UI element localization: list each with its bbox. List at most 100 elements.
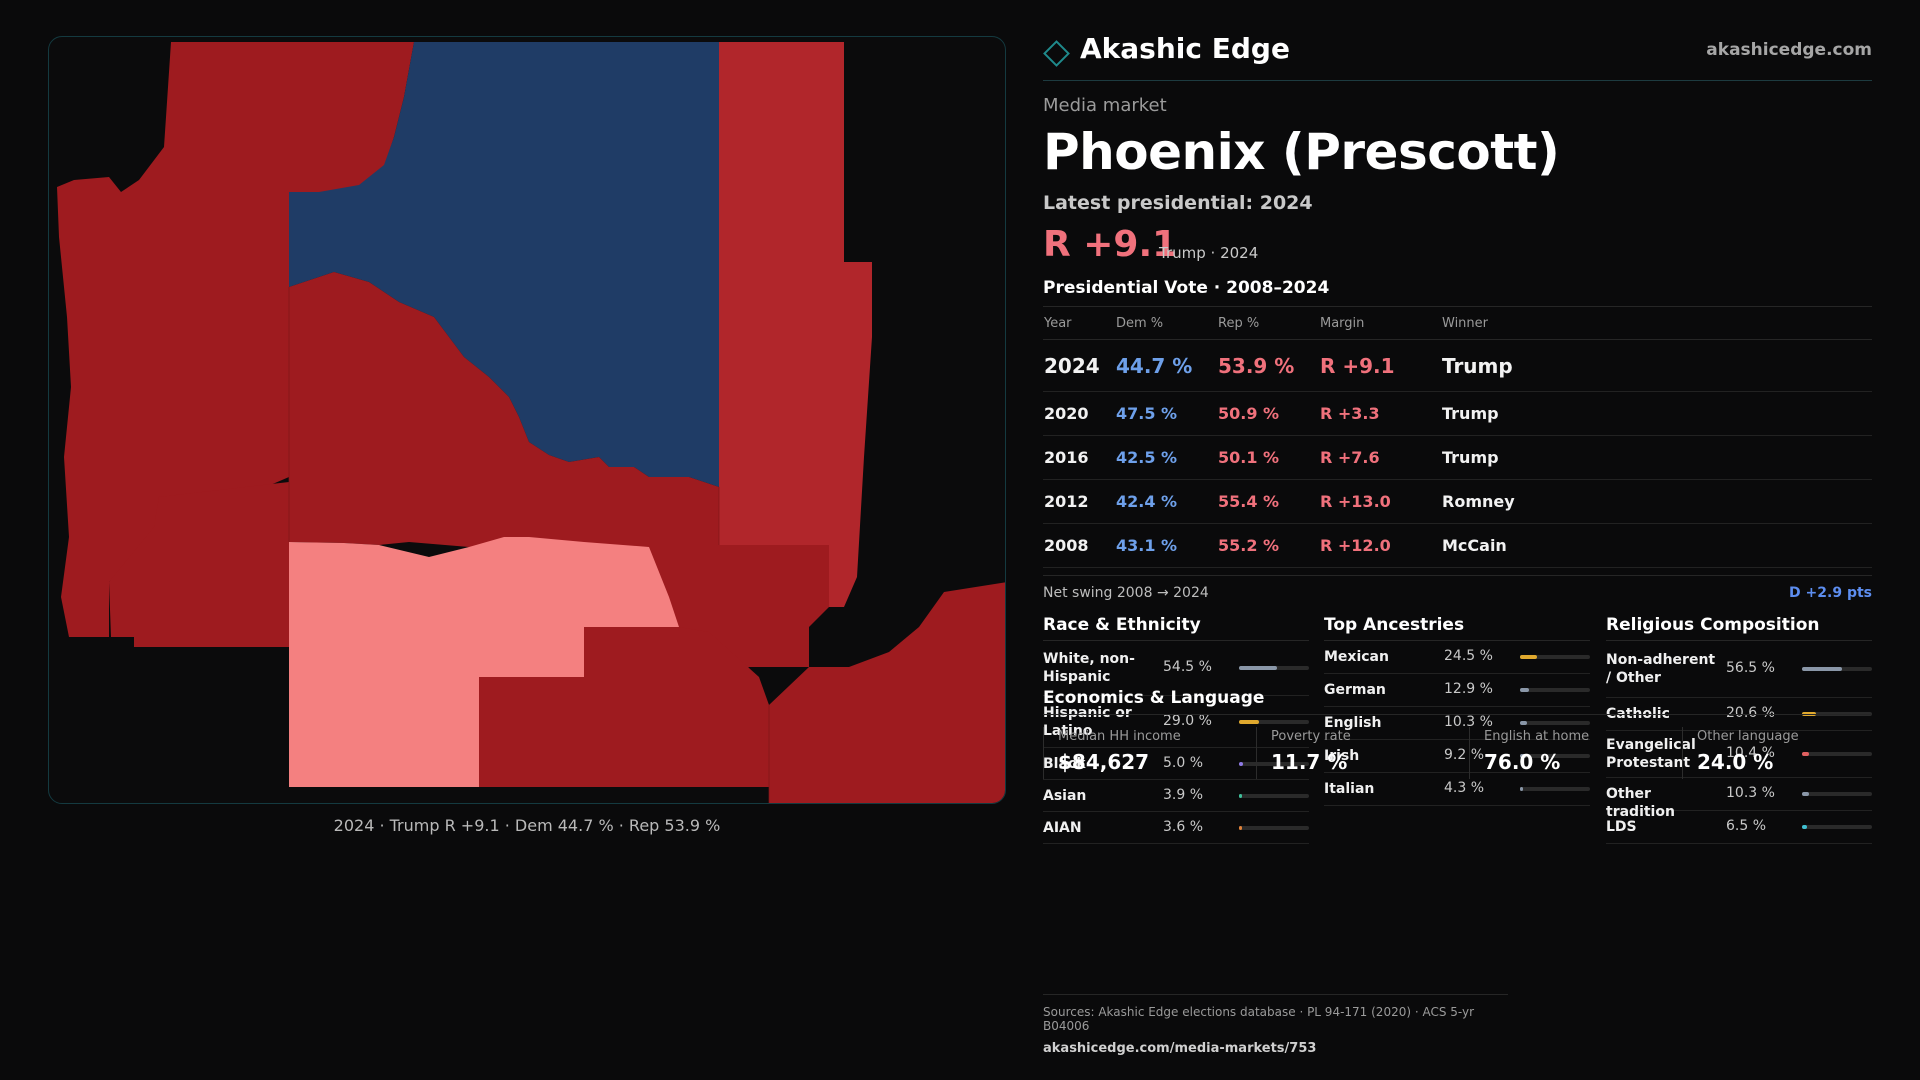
rep-cell: 50.9 % <box>1217 391 1319 436</box>
race-bar-fill <box>1239 826 1242 830</box>
year-cell: 2012 <box>1043 479 1115 524</box>
margin-value: R +9.1 <box>1043 224 1178 265</box>
econ-label: English at home <box>1484 729 1590 744</box>
religion-value: 6.5 % <box>1726 818 1767 834</box>
religion-bar-fill <box>1802 825 1807 829</box>
margin-cell: R +7.6 <box>1319 435 1441 480</box>
swing-label: Net swing 2008 → 2024 <box>1043 585 1209 601</box>
religion-row: LDS 6.5 % <box>1606 811 1872 844</box>
race-row: White, non-Hispanic 54.5 % <box>1043 641 1309 696</box>
religion-label: Non-adherent / Other <box>1606 652 1716 686</box>
religion-bar-fill <box>1802 752 1810 756</box>
ancestry-bar-fill <box>1520 655 1538 659</box>
race-value: 5.0 % <box>1163 755 1204 771</box>
county-coconino[interactable] <box>289 42 719 487</box>
year-cell: 2020 <box>1043 391 1115 436</box>
religion-value: 56.5 % <box>1726 660 1775 676</box>
market-map[interactable] <box>48 36 1006 804</box>
county-map <box>57 42 1006 804</box>
ancestry-bar <box>1520 754 1590 758</box>
county-mohave[interactable] <box>57 42 414 637</box>
county-maricopa[interactable] <box>289 537 679 787</box>
ancestry-row: Italian 4.3 % <box>1324 773 1590 806</box>
margin-summary: R +9.1 Trump · 2024 <box>1043 224 1872 268</box>
rep-cell: 55.4 % <box>1217 479 1319 524</box>
race-bar <box>1239 720 1309 724</box>
race-bar-fill <box>1239 762 1243 766</box>
sources: Sources: Akashic Edge elections database… <box>1043 994 1508 1056</box>
religion-title: Religious Composition <box>1606 610 1872 641</box>
header-margin: Margin <box>1319 306 1441 340</box>
religion-column: Religious Composition Non-adherent / Oth… <box>1606 610 1872 844</box>
econ-cell-income: Median HH income $84,627 <box>1043 727 1243 779</box>
brand-url-link[interactable]: akashicedge.com <box>1706 40 1872 60</box>
ancestry-label: Italian <box>1324 781 1375 797</box>
religion-bar-fill <box>1802 792 1810 796</box>
rep-cell: 55.2 % <box>1217 523 1319 568</box>
net-swing: Net swing 2008 → 2024 D +2.9 pts <box>1043 575 1872 608</box>
ancestry-bar <box>1520 721 1590 725</box>
ancestry-row: English 10.3 % <box>1324 707 1590 740</box>
table-row: 2016 42.5 % 50.1 % R +7.6 Trump <box>1043 435 1872 480</box>
race-label: Black <box>1043 756 1086 772</box>
county-la-paz[interactable] <box>109 482 289 647</box>
religion-bar <box>1802 752 1872 756</box>
race-column: Race & Ethnicity White, non-Hispanic 54.5… <box>1043 610 1309 844</box>
sources-line: Sources: Akashic Edge elections database… <box>1043 1005 1475 1033</box>
ancestry-label: Irish <box>1324 748 1360 764</box>
ancestry-bar <box>1520 655 1590 659</box>
race-bar <box>1239 762 1309 766</box>
dem-cell: 44.7 % <box>1115 339 1217 392</box>
table-row: 2012 42.4 % 55.4 % R +13.0 Romney <box>1043 479 1872 524</box>
religion-value: 10.3 % <box>1726 785 1775 801</box>
demographics-grid: Race & Ethnicity White, non-Hispanic 54.5… <box>1043 610 1872 850</box>
econ-value: 24.0 % <box>1697 750 1774 774</box>
source-url-link[interactable]: akashicedge.com/media-markets/753 <box>1043 1041 1317 1056</box>
diamond-logo-icon <box>1043 40 1070 67</box>
ancestry-list: Mexican 24.5 % German 12.9 % English 10.3 % Ir… <box>1324 641 1590 806</box>
swing-value: D +2.9 pts <box>1789 585 1872 601</box>
brand-header: Akashic Edge akashicedge.com <box>1043 30 1872 81</box>
race-list: White, non-Hispanic 54.5 % Hispanic or Lat… <box>1043 641 1309 844</box>
table-row: 2008 43.1 % 55.2 % R +12.0 McCain <box>1043 523 1872 568</box>
economics-title: Economics & Language <box>1043 682 1872 715</box>
page-title: Phoenix (Prescott) <box>1043 123 1560 181</box>
county-navajo[interactable] <box>719 42 872 607</box>
year-cell: 2016 <box>1043 435 1115 480</box>
winner-cell: McCain <box>1441 523 1872 568</box>
econ-label: Poverty rate <box>1271 729 1351 744</box>
dem-cell: 42.5 % <box>1115 435 1217 480</box>
margin-note: Trump · 2024 <box>1159 244 1259 262</box>
ancestry-column: Top Ancestries Mexican 24.5 % German 12.9 %… <box>1324 610 1590 806</box>
race-row: Hispanic or Latino 29.0 % <box>1043 696 1309 748</box>
religion-bar-fill <box>1802 667 1842 671</box>
race-value: 3.9 % <box>1163 787 1204 803</box>
ancestry-bar-fill <box>1520 787 1523 791</box>
race-row: Black 5.0 % <box>1043 748 1309 780</box>
race-bar-fill <box>1239 794 1242 798</box>
winner-cell: Romney <box>1441 479 1872 524</box>
ancestry-label: Mexican <box>1324 649 1389 665</box>
county-gila[interactable] <box>769 582 1006 804</box>
header-winner: Winner <box>1441 306 1872 340</box>
header-rep: Rep % <box>1217 306 1319 340</box>
race-bar <box>1239 826 1309 830</box>
info-panel: Akashic Edge akashicedge.com Media marke… <box>1043 30 1872 1056</box>
econ-cell-english: English at home 76.0 % <box>1469 727 1669 779</box>
race-bar-fill <box>1239 666 1278 670</box>
ancestry-title: Top Ancestries <box>1324 610 1590 641</box>
ancestry-bar-fill <box>1520 754 1527 758</box>
county-pinal[interactable] <box>479 627 769 787</box>
religion-value: 20.6 % <box>1726 705 1775 721</box>
economics-grid: Median HH income $84,627 Poverty rate 11… <box>1043 727 1872 779</box>
race-title: Race & Ethnicity <box>1043 610 1309 641</box>
rep-cell: 50.1 % <box>1217 435 1319 480</box>
year-cell: 2008 <box>1043 523 1115 568</box>
margin-cell: R +9.1 <box>1319 339 1441 392</box>
county-yavapai[interactable] <box>289 272 829 677</box>
religion-bar <box>1802 667 1872 671</box>
race-row: AIAN 3.6 % <box>1043 812 1309 844</box>
econ-value: $84,627 <box>1058 750 1150 774</box>
dem-cell: 43.1 % <box>1115 523 1217 568</box>
race-label: Hispanic or Latino <box>1043 705 1132 739</box>
